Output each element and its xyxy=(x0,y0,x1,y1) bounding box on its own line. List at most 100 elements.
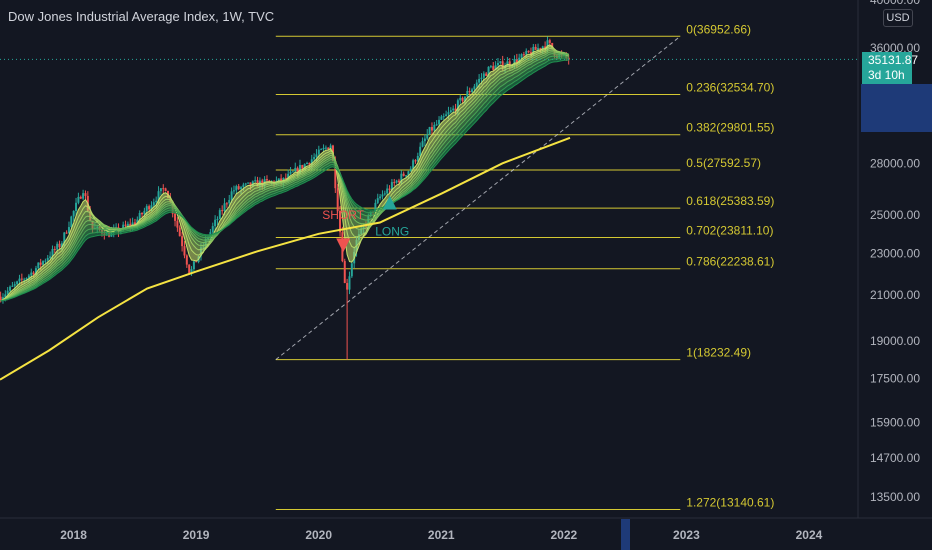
candle-body xyxy=(277,178,280,181)
last-price-value: 35131.87 xyxy=(868,53,919,67)
candle-body xyxy=(235,186,238,191)
candle-body xyxy=(44,260,47,262)
candle-body xyxy=(185,255,188,265)
candle-body xyxy=(39,262,42,265)
candle-body xyxy=(11,285,14,287)
candle-body xyxy=(296,167,299,174)
candle-body xyxy=(141,213,144,215)
candle-body xyxy=(294,167,297,172)
candle-body xyxy=(42,261,45,265)
candle-body xyxy=(268,180,271,182)
candle-body xyxy=(456,100,459,111)
candle-body xyxy=(421,141,424,147)
candle-body xyxy=(131,222,134,227)
x-tick-label: 2019 xyxy=(183,528,210,542)
candle-body xyxy=(214,219,217,227)
candle-body xyxy=(126,223,129,226)
candle-body xyxy=(374,202,377,213)
x-tick-label: 2020 xyxy=(305,528,332,542)
y-tick-label: 28000.00 xyxy=(870,156,920,170)
candle-body xyxy=(317,149,320,155)
candle-body xyxy=(4,294,7,298)
candle-body xyxy=(327,147,330,150)
y-tick-label: 40000.00 xyxy=(870,0,920,7)
candle-body xyxy=(291,171,294,173)
ribbon-band xyxy=(0,55,569,301)
candle-body xyxy=(419,146,422,157)
candle-body xyxy=(409,168,412,172)
candle-body xyxy=(152,202,155,206)
candle-body xyxy=(301,164,304,169)
candle-body xyxy=(442,116,445,118)
fib-level-label: 0.786(22238.61) xyxy=(686,255,774,269)
candle-body xyxy=(522,54,525,56)
fib-level-label: 0.5(27592.57) xyxy=(686,156,761,170)
ema-line xyxy=(0,59,569,302)
candle-body xyxy=(77,196,80,203)
candle-body xyxy=(190,269,193,274)
chart-title: Dow Jones Industrial Average Index, 1W, … xyxy=(8,9,275,24)
candle-body xyxy=(324,147,327,149)
candle-body xyxy=(159,188,162,192)
candle-body xyxy=(452,108,455,111)
short-signal-arrow xyxy=(336,238,351,253)
candle-body xyxy=(430,127,433,131)
fib-level-label: 1.272(13140.61) xyxy=(686,496,774,510)
candle-body xyxy=(237,186,240,190)
candle-body xyxy=(461,97,464,102)
ema-line xyxy=(0,53,569,302)
fib-level-label: 0.618(25383.59) xyxy=(686,194,774,208)
candle-body xyxy=(27,275,30,279)
candle-body xyxy=(388,188,391,190)
candle-body xyxy=(492,66,495,70)
candle-body xyxy=(188,264,191,274)
candle-body xyxy=(223,203,226,211)
candle-body xyxy=(84,193,87,196)
candle-body xyxy=(136,219,139,225)
fib-level-label: 0.236(32534.70) xyxy=(686,81,774,95)
candle-body xyxy=(348,276,351,290)
candle-body xyxy=(164,188,167,192)
candle-body xyxy=(320,149,323,151)
candle-body xyxy=(534,46,537,50)
y-tick-label: 19000.00 xyxy=(870,334,920,348)
candle-body xyxy=(329,145,332,150)
candle-body xyxy=(20,278,23,280)
candle-body xyxy=(468,90,471,93)
candle-body xyxy=(405,175,408,177)
candle-body xyxy=(336,188,339,211)
candle-body xyxy=(216,218,219,220)
candle-body xyxy=(261,180,264,187)
y-tick-label: 15900.00 xyxy=(870,415,920,429)
x-tick-label: 2022 xyxy=(550,528,577,542)
currency-button[interactable]: USD xyxy=(883,9,913,27)
candle-body xyxy=(527,50,530,53)
candle-body xyxy=(471,89,474,93)
bar-countdown: 3d 10h xyxy=(868,68,905,82)
candle-body xyxy=(376,198,379,203)
y-tick-label: 14700.00 xyxy=(870,451,920,465)
candle-body xyxy=(313,157,316,160)
candle-body xyxy=(256,180,259,187)
candle-body xyxy=(240,187,243,190)
candle-body xyxy=(183,246,186,256)
candle-body xyxy=(346,283,349,290)
candle-body xyxy=(386,188,389,194)
candle-body xyxy=(393,182,396,184)
candle-body xyxy=(499,61,502,63)
candle-body xyxy=(412,160,415,169)
signal-annotation: SHORT xyxy=(322,208,364,222)
candle-body xyxy=(228,199,231,204)
candle-body xyxy=(138,213,141,220)
candle-body xyxy=(37,262,40,269)
candle-body xyxy=(494,65,497,70)
candle-body xyxy=(463,96,466,102)
candle-body xyxy=(49,256,52,258)
candle-body xyxy=(339,210,342,233)
candle-body xyxy=(25,278,28,280)
candle-body xyxy=(459,97,462,101)
candle-body xyxy=(67,227,70,234)
candle-body xyxy=(155,200,158,203)
